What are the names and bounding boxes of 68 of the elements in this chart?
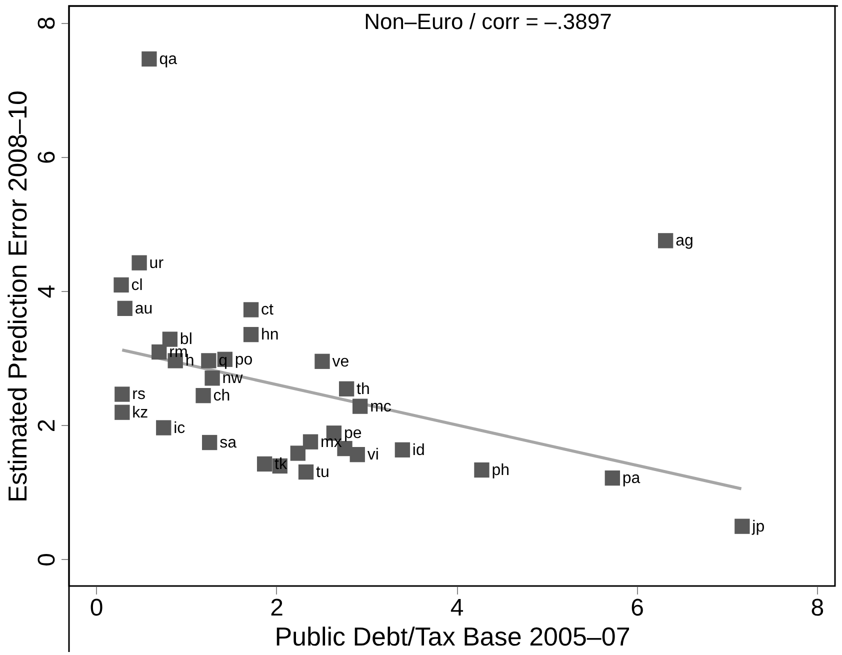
point (201, 353, 216, 368)
data-label: hn (261, 326, 279, 344)
point (352, 398, 368, 414)
point (196, 388, 211, 404)
data-label: ch (213, 388, 230, 405)
data-label: ph (492, 462, 510, 479)
y-tick-label: 2 (34, 418, 60, 432)
data-label: au (134, 300, 153, 318)
data-label: po (234, 351, 253, 368)
point (734, 518, 750, 534)
point (302, 434, 318, 450)
point (114, 404, 130, 420)
data-label: id (412, 442, 425, 459)
point (156, 420, 172, 436)
x-tick-label: 0 (90, 594, 104, 622)
data-label: ur (149, 254, 164, 272)
y-tick-label: 0 (34, 553, 60, 566)
point (243, 326, 259, 342)
y-tick-label: 8 (34, 16, 60, 30)
point (256, 456, 272, 472)
point (202, 434, 218, 450)
x-tick-label: 6 (630, 594, 644, 622)
point (204, 370, 220, 386)
data-label: ct (261, 302, 274, 319)
data-label: ic (174, 420, 186, 437)
data-label: tu (316, 464, 330, 482)
point (658, 233, 674, 248)
data-label: th (356, 380, 370, 398)
point (314, 354, 330, 369)
data-label: ag (676, 232, 694, 250)
point (394, 442, 410, 458)
x-tick-label: 2 (270, 594, 284, 622)
y-axis-title: Estimated Prediction Error 2008–10 (2, 90, 32, 502)
data-label: kz (132, 404, 148, 422)
point (338, 381, 354, 396)
point (114, 277, 129, 293)
data-label: cl (131, 276, 143, 294)
point (298, 464, 314, 480)
point (114, 386, 130, 402)
data-label: rs (132, 386, 146, 404)
point (142, 51, 157, 67)
point (243, 302, 259, 318)
y-tick-label: 6 (34, 150, 60, 164)
x-tick-label: 4 (450, 594, 464, 622)
data-label: pe (344, 425, 362, 442)
point (604, 470, 620, 486)
x-axis-title: Public Debt/Tax Base 2005–07 (274, 622, 630, 652)
data-label: vi (367, 446, 379, 464)
data-label: pa (622, 470, 640, 488)
data-label: qa (159, 50, 178, 68)
point (117, 300, 132, 316)
chart-title: Non–Euro / corr = –.3897 (364, 9, 612, 34)
point (152, 344, 167, 360)
point (290, 446, 306, 461)
data-label: tk (274, 456, 288, 473)
point (474, 462, 490, 478)
point (132, 255, 147, 270)
point (350, 446, 365, 462)
x-tick-label: 8 (810, 594, 824, 622)
data-label: jp (751, 518, 765, 536)
data-label: q (218, 352, 228, 370)
data-label: bl (180, 331, 192, 348)
y-tick-label: 4 (34, 284, 60, 298)
point (162, 332, 178, 347)
data-label: sa (220, 434, 237, 452)
data-label: nw (222, 370, 244, 388)
data-label: mc (370, 398, 392, 416)
data-label: ve (332, 353, 350, 370)
